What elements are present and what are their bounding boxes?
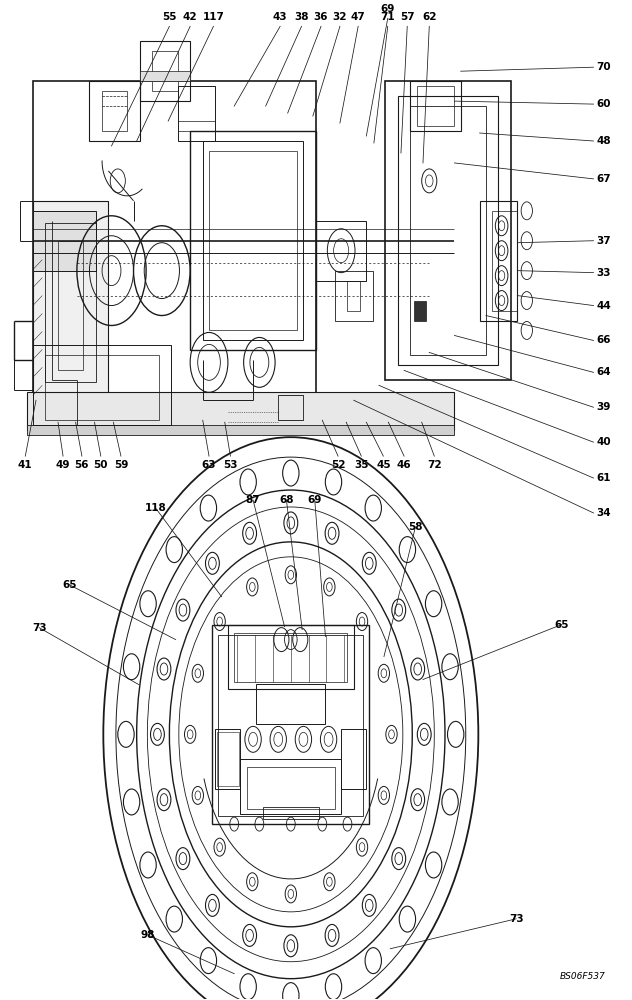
Bar (335, 271, 373, 320)
Text: 33: 33 (596, 268, 611, 278)
Text: 117: 117 (202, 12, 224, 22)
Text: 49: 49 (56, 460, 70, 470)
Bar (33, 81, 316, 400)
Bar (178, 86, 216, 141)
Bar (90, 81, 140, 141)
Bar (398, 96, 499, 365)
Bar (102, 91, 127, 131)
Text: 64: 64 (596, 367, 611, 377)
Text: 40: 40 (596, 437, 611, 447)
Text: 63: 63 (202, 460, 216, 470)
Text: 87: 87 (246, 495, 260, 505)
Text: 38: 38 (295, 12, 309, 22)
Text: 60: 60 (596, 99, 611, 109)
Bar (58, 241, 83, 370)
Bar (341, 729, 367, 789)
Text: 62: 62 (422, 12, 437, 22)
Bar (480, 201, 518, 320)
Bar (413, 301, 426, 320)
Text: 55: 55 (162, 12, 176, 22)
Text: 44: 44 (596, 301, 611, 311)
Bar (203, 141, 303, 340)
Text: 43: 43 (273, 12, 288, 22)
Bar (217, 732, 240, 786)
Text: 69: 69 (380, 4, 395, 14)
Text: 47: 47 (351, 12, 365, 22)
Bar (234, 633, 348, 682)
Text: 35: 35 (354, 460, 368, 470)
Bar (262, 807, 319, 819)
Text: 57: 57 (400, 12, 415, 22)
Text: 56: 56 (75, 460, 89, 470)
Text: 67: 67 (596, 174, 611, 184)
Bar (316, 221, 367, 281)
Text: 53: 53 (223, 460, 238, 470)
Text: 118: 118 (145, 503, 166, 513)
Bar (190, 131, 316, 350)
Text: 52: 52 (331, 460, 345, 470)
Text: 61: 61 (596, 473, 611, 483)
Bar (410, 106, 486, 355)
Bar (348, 281, 360, 311)
Text: 37: 37 (596, 236, 611, 246)
Text: 73: 73 (32, 623, 47, 633)
Text: 39: 39 (596, 402, 611, 412)
Text: 70: 70 (596, 62, 611, 72)
Bar (246, 767, 335, 809)
Bar (219, 635, 363, 816)
Bar (216, 729, 241, 789)
Bar (140, 41, 190, 101)
Bar (209, 151, 297, 330)
Text: 65: 65 (554, 620, 569, 630)
Bar (492, 211, 518, 311)
Bar (27, 392, 454, 430)
Bar (241, 759, 341, 814)
Text: BS06F537: BS06F537 (560, 972, 605, 981)
Bar (152, 51, 178, 91)
Bar (46, 355, 159, 420)
Text: 34: 34 (596, 508, 611, 518)
Text: 69: 69 (308, 495, 322, 505)
Text: 41: 41 (18, 460, 33, 470)
Bar (33, 345, 171, 425)
Text: 59: 59 (114, 460, 128, 470)
Bar (416, 86, 454, 126)
Bar (140, 71, 190, 81)
Bar (386, 81, 511, 380)
Bar (212, 625, 370, 824)
Text: 50: 50 (94, 460, 108, 470)
Text: 72: 72 (427, 460, 442, 470)
Text: 68: 68 (279, 495, 294, 505)
Bar (46, 223, 96, 382)
Bar (27, 425, 454, 435)
Bar (410, 81, 461, 131)
Bar (256, 684, 325, 724)
Text: 42: 42 (183, 12, 197, 22)
Text: 65: 65 (62, 580, 76, 590)
Text: 71: 71 (380, 12, 395, 22)
Text: 45: 45 (376, 460, 391, 470)
Text: 32: 32 (332, 12, 347, 22)
Text: 58: 58 (408, 522, 423, 532)
Text: 98: 98 (140, 930, 155, 940)
Bar (278, 395, 303, 420)
Text: 66: 66 (596, 335, 611, 345)
Text: 46: 46 (397, 460, 411, 470)
Text: 48: 48 (596, 136, 611, 146)
Bar (33, 211, 96, 271)
Bar (228, 625, 354, 689)
Text: 73: 73 (509, 914, 523, 924)
Text: 36: 36 (313, 12, 328, 22)
Bar (33, 201, 108, 400)
